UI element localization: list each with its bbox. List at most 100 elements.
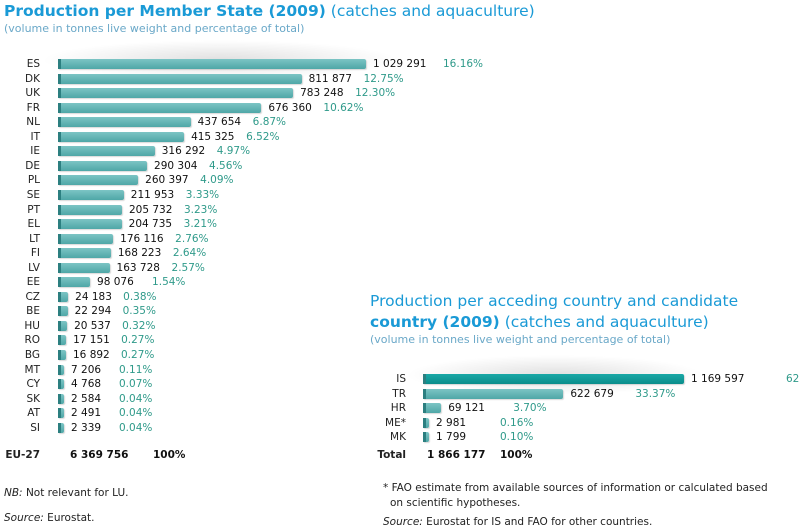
percent-label: 0.32% bbox=[122, 319, 156, 332]
percent-label: 2.57% bbox=[171, 261, 205, 274]
category-label: PT bbox=[27, 203, 40, 216]
total-label: EU-27 bbox=[5, 449, 40, 461]
value-label: 17 151 bbox=[73, 334, 110, 347]
fao-note: * FAO estimate from available sources of… bbox=[383, 482, 768, 494]
chart2-subtitle: (volume in tonnes live weight and percen… bbox=[370, 333, 671, 346]
bar-row: IS 1 169 597 62.67% bbox=[370, 372, 800, 386]
percent-label: 33.37% bbox=[635, 387, 676, 400]
bar-row: IE 316 292 4.97% bbox=[0, 144, 400, 158]
bar bbox=[58, 393, 64, 404]
bar bbox=[58, 277, 91, 288]
percent-label: 2.76% bbox=[175, 232, 209, 245]
value-label: 4 768 bbox=[71, 378, 102, 391]
value-label: 69 121 bbox=[448, 402, 485, 415]
bar-row: BE 22 294 0.35% bbox=[0, 304, 400, 318]
bar-row: HU 20 537 0.32% bbox=[0, 319, 400, 333]
category-label: UK bbox=[25, 87, 40, 100]
percent-label: 0.27% bbox=[121, 349, 155, 361]
category-label: MK bbox=[390, 431, 406, 444]
percent-label: 0.35% bbox=[122, 305, 156, 318]
percent-label: 0.04% bbox=[119, 392, 153, 405]
total-label: Total bbox=[377, 449, 406, 461]
value-label: 2 981 bbox=[436, 416, 467, 429]
bar bbox=[58, 131, 185, 142]
percent-label: 6.87% bbox=[252, 116, 287, 129]
bar-row: TR 622 679 33.37% bbox=[370, 387, 770, 401]
bar bbox=[423, 403, 442, 414]
category-label: IE bbox=[30, 145, 40, 158]
percent-label: 3.21% bbox=[183, 218, 218, 231]
bar-row: PT 205 732 3.23% bbox=[0, 203, 400, 217]
percent-label: 4.56% bbox=[209, 159, 243, 172]
category-label: SI bbox=[30, 421, 40, 434]
bar bbox=[58, 88, 294, 99]
value-label: 168 223 bbox=[117, 247, 162, 260]
value-label: 415 325 bbox=[191, 130, 235, 143]
category-label: HU bbox=[24, 319, 40, 332]
category-label: CY bbox=[26, 378, 40, 391]
bar bbox=[58, 306, 68, 317]
bar-row: SK 2 584 0.04% bbox=[0, 392, 400, 406]
percent-label: 10.62% bbox=[323, 101, 364, 114]
percent-label: 16.16% bbox=[443, 58, 484, 70]
value-label: 211 953 bbox=[130, 188, 175, 201]
percent-label: 62.67% bbox=[786, 373, 800, 385]
bar-row: UK 783 248 12.30% bbox=[0, 86, 400, 100]
bar-row: CZ 24 183 0.38% bbox=[0, 290, 400, 304]
bar-row: AT 2 491 0.04% bbox=[0, 406, 400, 420]
category-label: MT bbox=[24, 363, 40, 376]
bar bbox=[58, 233, 114, 244]
percent-label: 4.97% bbox=[216, 145, 251, 158]
bar bbox=[58, 219, 122, 230]
category-label: CZ bbox=[25, 290, 40, 303]
bar bbox=[58, 248, 111, 259]
value-label: 2 491 bbox=[71, 407, 102, 420]
percent-label: 0.16% bbox=[500, 416, 534, 429]
bar-row: FI 168 223 2.64% bbox=[0, 246, 400, 260]
bar bbox=[58, 175, 139, 186]
bar-row: MT 7 206 0.11% bbox=[0, 363, 400, 377]
bar bbox=[58, 320, 68, 331]
value-label: 204 735 bbox=[128, 218, 173, 231]
total-value: 1 866 177 bbox=[427, 449, 486, 461]
total-value: 6 369 756 bbox=[70, 449, 129, 461]
percent-label: 0.07% bbox=[119, 378, 153, 391]
value-label: 676 360 bbox=[268, 101, 312, 114]
bar-row: PL 260 397 4.09% bbox=[0, 173, 400, 187]
percent-label: 12.30% bbox=[355, 87, 396, 100]
value-label: 1 799 bbox=[436, 431, 467, 444]
category-label: BG bbox=[24, 349, 40, 361]
value-label: 260 397 bbox=[145, 174, 189, 187]
category-label: PL bbox=[27, 174, 40, 187]
category-label: DE bbox=[25, 159, 40, 172]
chart1-subtitle: (volume in tonnes live weight and percen… bbox=[4, 22, 305, 35]
value-label: 163 728 bbox=[116, 261, 160, 274]
percent-label: 1.54% bbox=[152, 276, 186, 289]
bar bbox=[423, 374, 684, 384]
bar bbox=[58, 408, 64, 419]
bar-row: EL 204 735 3.21% bbox=[0, 217, 400, 231]
category-label: TR bbox=[392, 387, 406, 400]
bar-row: FR 676 360 10.62% bbox=[0, 101, 400, 115]
bar-row: MK 1 799 0.10% bbox=[370, 430, 770, 444]
bar bbox=[58, 422, 64, 433]
percent-label: 4.09% bbox=[200, 174, 234, 187]
value-label: 7 206 bbox=[71, 363, 102, 376]
category-label: SK bbox=[26, 392, 40, 405]
percent-label: 0.04% bbox=[119, 407, 153, 420]
bar-row: NL 437 654 6.87% bbox=[0, 115, 400, 129]
bar bbox=[423, 388, 564, 399]
bar-row: LV 163 728 2.57% bbox=[0, 261, 400, 275]
percent-label: 0.27% bbox=[121, 334, 155, 347]
bar-row: ME* 2 981 0.16% bbox=[370, 416, 770, 430]
percent-label: 0.10% bbox=[500, 431, 534, 444]
value-label: 176 116 bbox=[120, 232, 164, 245]
value-label: 316 292 bbox=[161, 145, 206, 158]
chart2-title-line2: country (2009) (catches and aquaculture) bbox=[370, 313, 709, 331]
percent-label: 3.23% bbox=[183, 203, 218, 216]
total-percent: 100% bbox=[153, 449, 186, 461]
category-label: DK bbox=[25, 72, 40, 85]
category-label: BE bbox=[26, 305, 40, 318]
source-note: Source: Eurostat. bbox=[4, 512, 95, 524]
value-label: 20 537 bbox=[74, 319, 111, 332]
